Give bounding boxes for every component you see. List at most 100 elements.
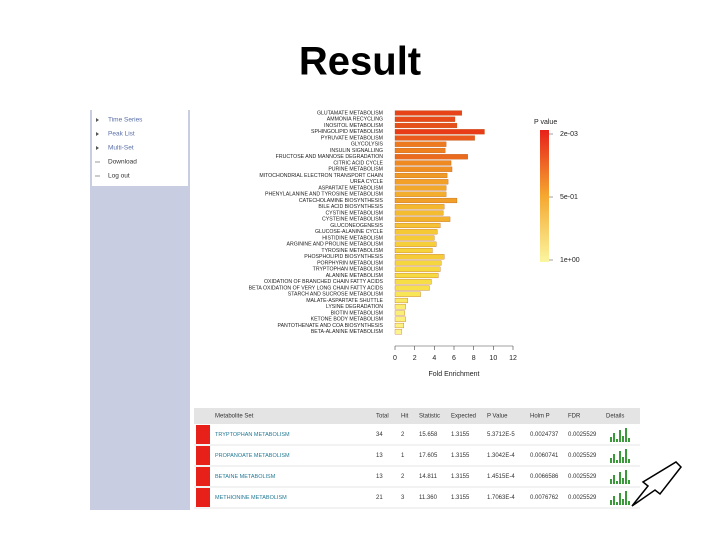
bar bbox=[394, 241, 437, 247]
bar-label: TYROSINE METABOLISM bbox=[321, 248, 383, 254]
legend-title: P value bbox=[534, 119, 557, 126]
table-cell: BETAINE METABOLISM bbox=[215, 474, 276, 480]
bar bbox=[394, 179, 449, 185]
details-icon-bar bbox=[619, 472, 621, 484]
slide-title: Result bbox=[299, 40, 421, 84]
bar-label: INSULIN SIGNALLING bbox=[330, 148, 383, 154]
table-cell: 0.0060741 bbox=[530, 453, 559, 459]
table-cell: 0.0025529 bbox=[568, 474, 597, 480]
table-cell: 1.3155 bbox=[451, 495, 470, 501]
details-icon-bar bbox=[616, 439, 618, 442]
bar bbox=[394, 260, 442, 266]
x-tick-label: 12 bbox=[509, 355, 517, 362]
bar-label: SPHINGOLIPID METABOLISM bbox=[311, 129, 383, 135]
bar-label: BETA-ALANINE METABOLISM bbox=[311, 329, 383, 335]
bar bbox=[394, 329, 403, 335]
table-header: P Value bbox=[487, 414, 508, 420]
bar bbox=[394, 216, 451, 222]
details-icon-bar bbox=[625, 449, 627, 463]
details-icon-bar bbox=[613, 475, 615, 484]
bar bbox=[394, 129, 485, 135]
details-icon-bar bbox=[625, 470, 627, 484]
bar bbox=[394, 310, 405, 316]
table-header: Metabolite Set bbox=[215, 414, 254, 420]
details-icon-bar bbox=[622, 499, 624, 505]
table-cell: 2 bbox=[401, 474, 405, 480]
x-tick-label: 2 bbox=[413, 355, 417, 362]
bar bbox=[394, 160, 452, 166]
bar-label: PANTOTHENATE AND COA BIOSYNTHESIS bbox=[278, 323, 384, 329]
bar bbox=[394, 247, 433, 254]
bar bbox=[394, 122, 458, 129]
bar bbox=[394, 147, 446, 154]
bar-label: HISTIDINE METABOLISM bbox=[322, 235, 383, 241]
bar bbox=[394, 285, 430, 291]
bar-label: GLUTAMATE METABOLISM bbox=[317, 110, 383, 116]
row-indicator bbox=[196, 425, 210, 444]
table-header: FDR bbox=[568, 414, 581, 420]
bar-label: MALATE-ASPARTATE SHUTTLE bbox=[306, 298, 383, 304]
table-cell: 17.605 bbox=[419, 453, 438, 459]
table-cell: 5.3712E-5 bbox=[487, 432, 515, 438]
bar-label: KETONE BODY METABOLISM bbox=[311, 317, 383, 323]
bar-label: PYRUVATE METABOLISM bbox=[321, 135, 383, 141]
bar-label: BIOTIN METABOLISM bbox=[331, 310, 383, 316]
details-icon-bar bbox=[628, 459, 630, 463]
bar-label: INOSITOL METABOLISM bbox=[324, 123, 383, 129]
bar-label: PHOSPHOLIPID BIOSYNTHESIS bbox=[304, 254, 383, 260]
details-icon-bar bbox=[619, 493, 621, 505]
bar bbox=[394, 154, 468, 160]
details-icon-bar bbox=[610, 479, 612, 484]
table-cell: TRYPTOPHAN METABOLISM bbox=[215, 432, 290, 438]
details-icon-bar bbox=[610, 458, 612, 463]
screenshot: Time Series Peak List Multi-Set Download Log… bbox=[90, 110, 642, 510]
bar bbox=[394, 291, 421, 297]
details-icon-bar bbox=[625, 428, 627, 442]
menu-arrow bbox=[96, 132, 99, 136]
menu-item: Peak List bbox=[108, 131, 135, 138]
table-cell: 1.3042E-4 bbox=[487, 453, 515, 459]
bar-label: PORPHYRIN METABOLISM bbox=[317, 260, 383, 266]
details-icon-bar bbox=[616, 460, 618, 463]
bar bbox=[394, 229, 438, 235]
bar-label: TRYPTOPHAN METABOLISM bbox=[313, 267, 383, 273]
table-cell: 2 bbox=[401, 432, 405, 438]
table-header-bg bbox=[194, 408, 640, 424]
table-cell: 15.658 bbox=[419, 432, 438, 438]
details-icon-bar bbox=[622, 436, 624, 442]
bar bbox=[394, 197, 458, 204]
bar bbox=[394, 279, 432, 285]
table-cell: 3 bbox=[401, 495, 405, 501]
bar-label: GLUCOSE-ALANINE CYCLE bbox=[315, 229, 384, 235]
table-cell: 0.0024737 bbox=[530, 432, 559, 438]
bar bbox=[394, 191, 447, 197]
bar bbox=[394, 210, 444, 216]
bar bbox=[394, 272, 439, 279]
bar-label: GLYCOLYSIS bbox=[351, 142, 384, 148]
x-tick-label: 8 bbox=[472, 355, 476, 362]
details-icon-bar bbox=[610, 437, 612, 442]
table-cell: 21 bbox=[376, 495, 383, 501]
details-icon-bar bbox=[616, 502, 618, 505]
details-icon-bar bbox=[616, 481, 618, 484]
menu-item: Download bbox=[108, 159, 137, 166]
bar bbox=[394, 235, 435, 241]
bar-label: CYSTEINE METABOLISM bbox=[322, 217, 383, 223]
bar bbox=[394, 141, 447, 147]
table-header: Holm P bbox=[530, 414, 550, 420]
details-icon-bar bbox=[625, 491, 627, 505]
table-header: Hit bbox=[401, 414, 409, 420]
bar bbox=[394, 135, 475, 141]
bar bbox=[394, 185, 447, 191]
row-indicator bbox=[196, 446, 210, 465]
table-cell: 1.4515E-4 bbox=[487, 474, 515, 480]
x-tick-label: 10 bbox=[489, 355, 497, 362]
legend-label: 5e-01 bbox=[560, 194, 578, 201]
table-cell: 13 bbox=[376, 474, 383, 480]
legend-label: 1e+00 bbox=[560, 257, 580, 264]
bar-label: BILE ACID BIOSYNTHESIS bbox=[318, 204, 383, 210]
row-indicator bbox=[196, 467, 210, 486]
bar bbox=[394, 304, 406, 310]
bar-label: CYSTINE METABOLISM bbox=[325, 210, 383, 216]
bar-label: PHENYLALANINE AND TYROSINE METABOLISM bbox=[265, 192, 383, 198]
